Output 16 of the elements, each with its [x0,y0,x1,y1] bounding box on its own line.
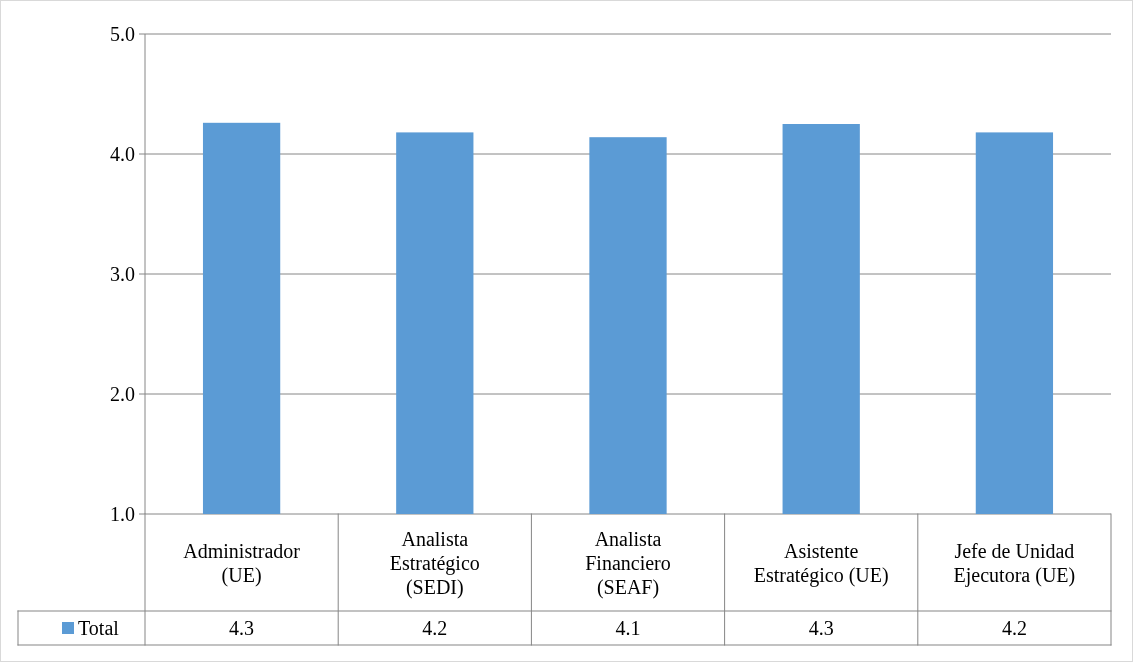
y-tick-label: 4.0 [110,143,135,165]
data-label: 4.2 [1001,617,1027,639]
x-tick-label: Analista Estratégico (SEDI) [389,527,480,599]
y-tick-label: 3.0 [110,263,135,285]
x-tick-label: Analista Financiero (SEAF) [585,527,671,599]
data-label: 4.3 [808,617,834,639]
data-label: 4.3 [229,617,255,639]
legend-label: Total [78,617,120,639]
x-tick-label: Administrador (UE) [183,539,301,587]
data-label: 4.1 [615,617,641,639]
y-tick-label: 5.0 [110,23,135,45]
data-label: 4.2 [422,617,448,639]
y-tick-label: 1.0 [110,503,135,525]
x-tick-label: Jefe de Unidad Ejecutora (UE) [953,539,1076,587]
y-tick-label: 2.0 [110,383,135,405]
x-tick-label: Asistente Estratégico (UE) [753,539,889,587]
